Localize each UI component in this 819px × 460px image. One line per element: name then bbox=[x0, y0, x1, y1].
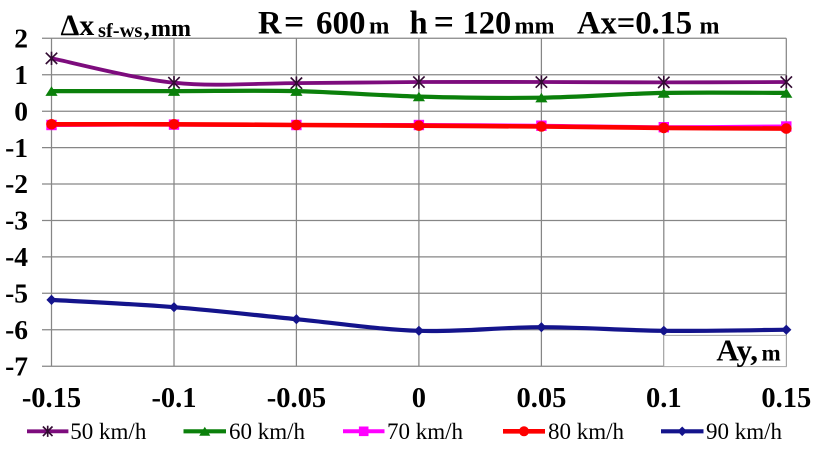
svg-text:mm: mm bbox=[151, 16, 191, 42]
svg-text:=: = bbox=[434, 2, 454, 42]
svg-text:sf-ws: sf-ws bbox=[98, 20, 142, 42]
svg-text:-0.1: -0.1 bbox=[151, 383, 196, 414]
svg-text:600: 600 bbox=[316, 6, 366, 42]
svg-text:0.15: 0.15 bbox=[761, 383, 811, 414]
svg-text:-1: -1 bbox=[5, 132, 28, 163]
svg-text:=: = bbox=[284, 2, 304, 42]
svg-text:0.1: 0.1 bbox=[646, 383, 682, 414]
svg-text:m: m bbox=[700, 14, 720, 40]
svg-text:-0.05: -0.05 bbox=[267, 383, 326, 414]
svg-text:2: 2 bbox=[14, 23, 28, 54]
svg-text:50 km/h: 50 km/h bbox=[70, 419, 147, 444]
svg-text:90 km/h: 90 km/h bbox=[706, 419, 783, 444]
svg-text:0.05: 0.05 bbox=[516, 383, 566, 414]
svg-text:Ax=0.15: Ax=0.15 bbox=[577, 6, 692, 42]
svg-text:80 km/h: 80 km/h bbox=[548, 419, 625, 444]
svg-text:Ay,: Ay, bbox=[716, 333, 758, 368]
svg-text:-0.15: -0.15 bbox=[22, 383, 81, 414]
svg-text:60 km/h: 60 km/h bbox=[229, 419, 306, 444]
svg-text:120: 120 bbox=[463, 6, 512, 42]
svg-text:m: m bbox=[369, 13, 389, 40]
svg-text:-4: -4 bbox=[5, 241, 28, 272]
svg-text:0: 0 bbox=[14, 95, 28, 126]
svg-text:1: 1 bbox=[14, 59, 28, 90]
svg-text:-6: -6 bbox=[5, 314, 28, 345]
svg-text:,: , bbox=[144, 16, 150, 42]
svg-text:-2: -2 bbox=[5, 168, 28, 199]
svg-text:-3: -3 bbox=[5, 205, 28, 236]
svg-text:-7: -7 bbox=[5, 350, 28, 381]
svg-text:m: m bbox=[762, 341, 781, 366]
svg-text:mm: mm bbox=[515, 14, 555, 40]
svg-text:R: R bbox=[258, 6, 282, 42]
svg-text:0: 0 bbox=[412, 383, 426, 414]
svg-text:Δx: Δx bbox=[61, 9, 95, 42]
svg-text:-5: -5 bbox=[5, 278, 28, 309]
svg-text:h: h bbox=[410, 6, 428, 42]
svg-text:70 km/h: 70 km/h bbox=[387, 419, 464, 444]
